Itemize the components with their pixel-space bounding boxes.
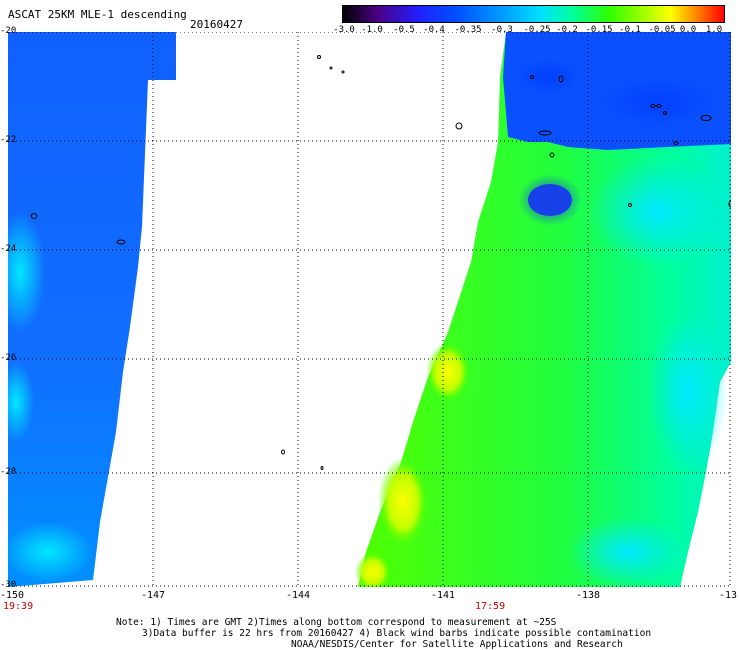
colorbar-tick: -0.35 bbox=[454, 25, 482, 35]
lon-label: -141 bbox=[430, 590, 456, 601]
colorbar-tick: -0.5 bbox=[393, 25, 415, 35]
lat-label: -26 bbox=[0, 353, 17, 363]
pass-time-left: 19:39 bbox=[3, 601, 34, 612]
colorbar-tick: -0.05 bbox=[648, 25, 676, 35]
map-title: ASCAT 25KM MLE-1 descending 20160427 bbox=[8, 8, 243, 31]
lon-label: -144 bbox=[285, 590, 311, 601]
colorbar-tick: 1.0 bbox=[705, 25, 723, 35]
graticule bbox=[8, 32, 731, 587]
note-line-2: 3)Data buffer is 22 hrs from 20160427 4)… bbox=[142, 628, 652, 639]
colorbar-tick: -3.0 bbox=[333, 25, 355, 35]
island-outlines bbox=[30, 55, 731, 470]
map-svg bbox=[8, 32, 731, 587]
lon-label: -138 bbox=[575, 590, 601, 601]
pass-time-right: 17:59 bbox=[475, 601, 506, 612]
colorbar-tick: -0.4 bbox=[423, 25, 445, 35]
colorbar-tick: 0.0 bbox=[679, 25, 697, 35]
lat-label: -20 bbox=[0, 26, 17, 36]
colorbar-tick: -1.0 bbox=[361, 25, 383, 35]
left-swath bbox=[8, 32, 176, 587]
right-swath-yellow-area bbox=[426, 342, 470, 402]
colorbar-tick-labels: -3.0 -1.0 -0.5 -0.4 -0.35 -0.3 -0.25 -0.… bbox=[333, 25, 725, 37]
colorbar bbox=[342, 5, 725, 23]
note-line-3: NOAA/NESDIS/Center for Satellite Applica… bbox=[291, 639, 623, 650]
lon-label: -13 bbox=[718, 590, 738, 601]
title-date: 20160427 bbox=[190, 18, 243, 31]
note-line-1: Note: 1) Times are GMT 2)Times along bot… bbox=[116, 617, 557, 628]
colorbar-tick: -0.15 bbox=[585, 25, 613, 35]
left-swath-cyan-area bbox=[8, 212, 45, 332]
colorbar-tick: -0.3 bbox=[491, 25, 513, 35]
lat-label: -24 bbox=[0, 244, 17, 254]
title-text: ASCAT 25KM MLE-1 descending bbox=[8, 8, 187, 21]
lat-label: -22 bbox=[0, 135, 17, 145]
colorbar-tick: -0.25 bbox=[523, 25, 551, 35]
colorbar-tick: -0.2 bbox=[556, 25, 578, 35]
footnotes: Note: 1) Times are GMT 2)Times along bot… bbox=[116, 617, 651, 650]
lat-label: -30 bbox=[0, 580, 17, 590]
lon-label: -147 bbox=[140, 590, 166, 601]
lon-label: -150 bbox=[0, 590, 25, 601]
map-panel bbox=[8, 32, 731, 587]
colorbar-tick: -0.1 bbox=[619, 25, 641, 35]
lat-label: -28 bbox=[0, 467, 17, 477]
